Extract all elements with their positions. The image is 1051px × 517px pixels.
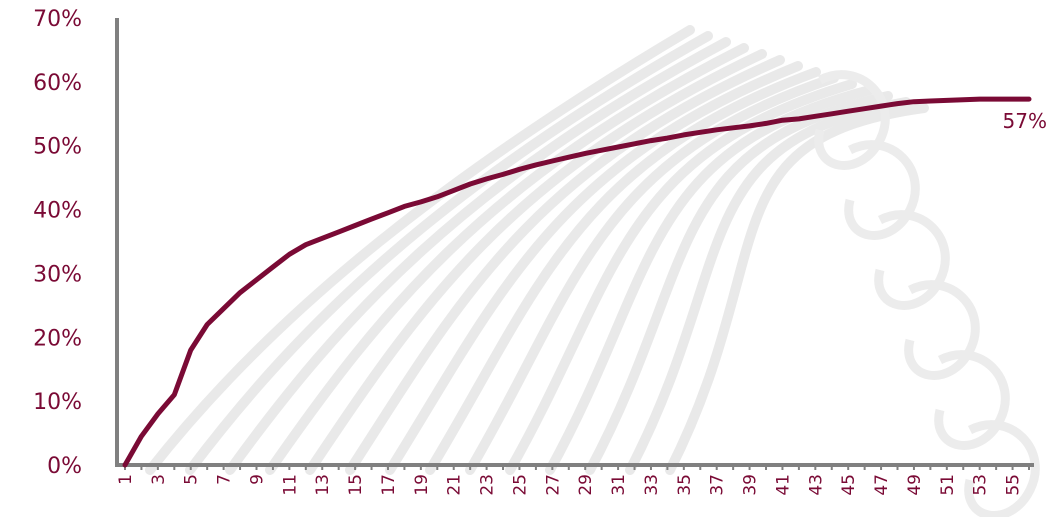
watermark-stroke [505,79,857,475]
x-tick-label: 29 [576,474,596,496]
x-tick-label: 37 [708,474,728,496]
background-watermark [145,25,1040,517]
x-axis-tick-labels: 1 3 5 7 9 11 13 15 17 19 21 23 25 27 29 31 33 35 37 39 41 43 4… [116,474,1024,496]
x-tick-label: 39 [741,474,761,496]
x-tick-label: 55 [1004,474,1024,496]
x-tick-label: 1 [116,474,136,485]
x-tick-label: 21 [445,474,465,496]
y-tick-label: 10% [33,390,82,415]
y-tick-label: 50% [33,135,82,160]
y-tick-label: 40% [33,199,82,224]
x-tick-label: 47 [872,474,892,496]
x-tick-label: 27 [543,474,563,496]
x-tick-label: 11 [280,474,300,496]
x-tick-label: 33 [642,474,662,496]
x-tick-label: 15 [346,474,366,496]
y-tick-label: 60% [33,71,82,96]
watermark-stroke [145,25,695,475]
x-tick-label: 25 [510,474,530,496]
y-axis-tick-labels: 0% 10% 20% 30% 40% 50% 60% 70% [33,7,82,479]
watermark-stroke [385,61,803,475]
x-tick-label: 53 [971,474,991,496]
watermark-stroke [265,43,749,475]
watermark-stroke [465,73,839,475]
watermark-stroke [225,37,731,475]
x-tick-label: 51 [938,474,958,496]
watermark-stroke [625,97,911,475]
y-tick-label: 20% [33,326,82,351]
watermark-curl [844,140,920,240]
x-tick-label: 19 [412,474,432,496]
x-tick-label: 45 [839,474,859,496]
end-value-label: 57% [1003,109,1047,133]
watermark-curl [814,70,890,170]
x-tick-label: 31 [609,474,629,496]
x-tick-label: 35 [675,474,695,496]
y-tick-label: 0% [47,454,82,479]
x-tick-label: 41 [773,474,793,496]
x-tick-label: 7 [215,474,235,485]
x-tick-label: 23 [478,474,498,496]
x-tick-label: 9 [247,474,267,485]
watermark-curl [874,210,950,310]
x-tick-label: 49 [905,474,925,496]
x-tick-label: 17 [379,474,399,496]
watermark-curl [964,420,1040,517]
watermark-stroke [665,103,929,475]
x-tick-label: 43 [806,474,826,496]
series-line [122,96,1032,468]
series-layer [122,96,1032,468]
watermark-stroke [345,55,785,475]
x-tick-label: 3 [149,474,169,485]
axes [115,18,1034,470]
x-tick-label: 13 [313,474,333,496]
watermark-stroke [305,49,767,475]
watermark-curl [904,280,980,380]
y-tick-label: 30% [33,262,82,287]
x-tick-label: 5 [182,474,202,485]
watermark-stroke [585,91,893,475]
watermark-curl [934,350,1010,450]
y-tick-label: 70% [33,7,82,32]
watermark-stroke [185,31,713,475]
watermark-stroke [425,67,821,475]
